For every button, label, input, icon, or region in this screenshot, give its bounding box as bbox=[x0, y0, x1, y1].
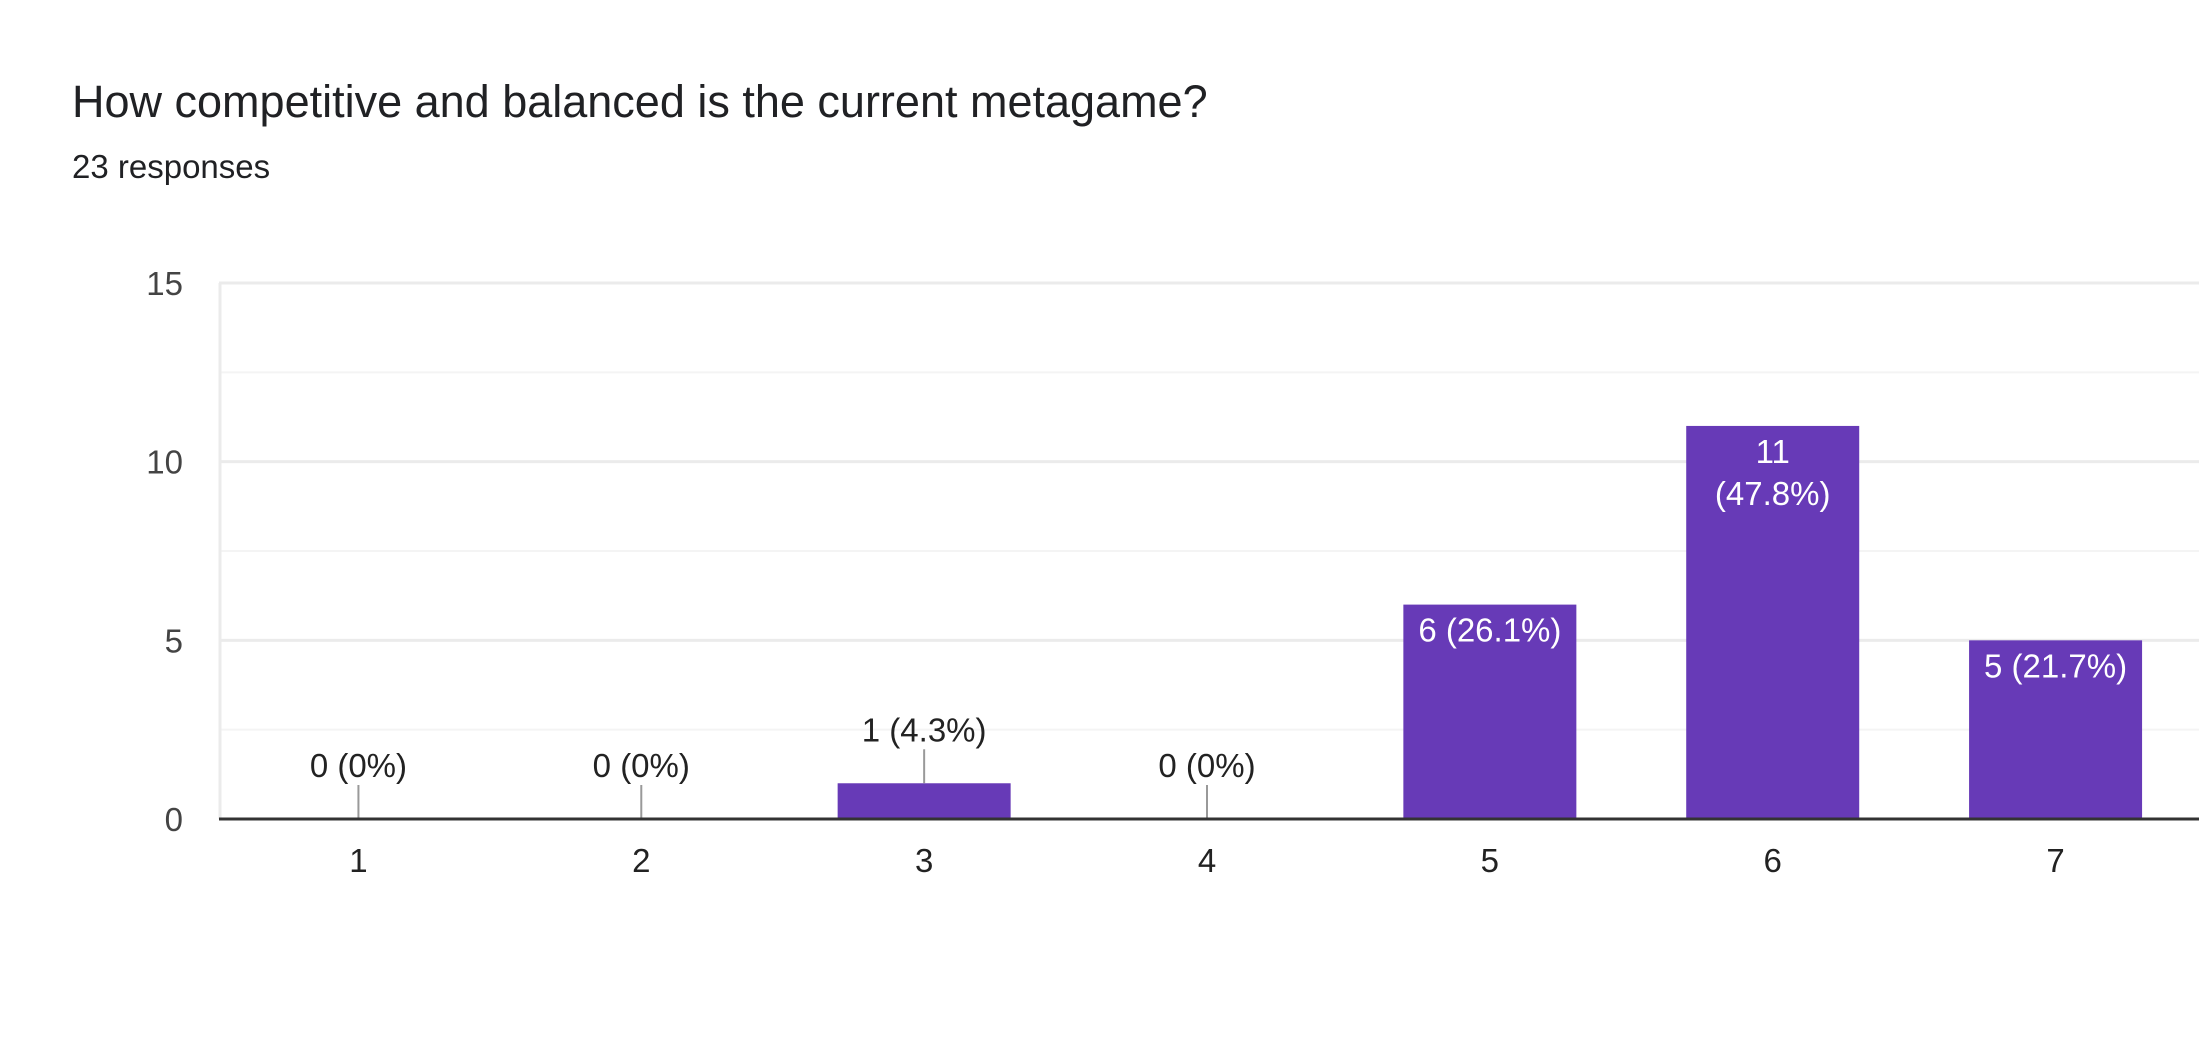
y-tick-label: 5 bbox=[165, 622, 183, 659]
x-tick-label: 4 bbox=[1198, 842, 1216, 879]
bar bbox=[1969, 640, 2143, 819]
x-tick-label: 5 bbox=[1481, 842, 1499, 879]
x-tick-label: 1 bbox=[349, 842, 367, 879]
y-tick-label: 15 bbox=[146, 265, 183, 302]
chart-title: How competitive and balanced is the curr… bbox=[72, 76, 1208, 127]
data-label: 0 (0%) bbox=[1158, 747, 1255, 784]
y-tick-label: 0 bbox=[165, 801, 183, 838]
data-label: 0 (0%) bbox=[593, 747, 690, 784]
x-tick-label: 3 bbox=[915, 842, 933, 879]
x-tick-label: 2 bbox=[632, 842, 650, 879]
data-label: 6 (26.1%) bbox=[1418, 612, 1561, 649]
data-label: 11 (47.8%) bbox=[1715, 433, 1831, 512]
bar bbox=[837, 783, 1011, 819]
response-count: 23 responses bbox=[72, 148, 271, 185]
data-label: 1 (4.3%) bbox=[862, 711, 987, 748]
data-label: 5 (21.7%) bbox=[1984, 647, 2127, 684]
x-tick-label: 6 bbox=[1764, 842, 1782, 879]
data-label: 0 (0%) bbox=[310, 747, 407, 784]
y-tick-label: 10 bbox=[146, 444, 183, 481]
x-tick-label: 7 bbox=[2046, 842, 2064, 879]
bar bbox=[1403, 604, 1577, 819]
bar bbox=[1686, 425, 1860, 819]
